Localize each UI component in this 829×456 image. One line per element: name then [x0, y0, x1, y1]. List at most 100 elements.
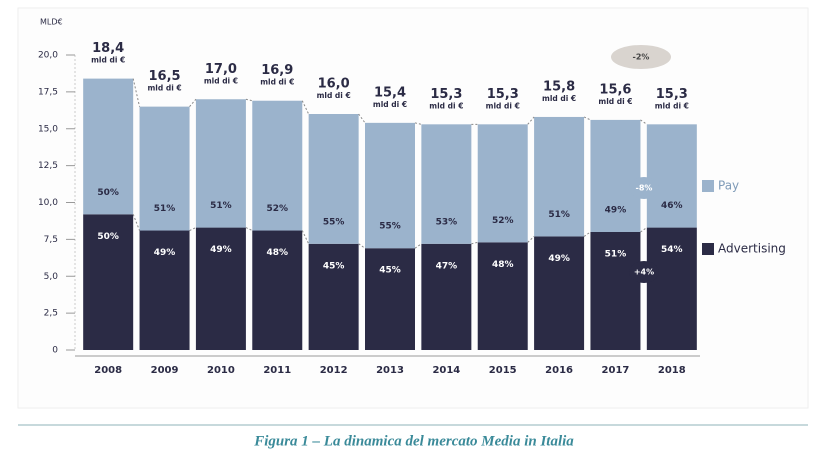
annotation-badge [629, 177, 659, 199]
annotation-badge [611, 45, 671, 69]
x-tick-label: 2012 [320, 365, 348, 376]
bar-segment [590, 119, 641, 232]
bar-segment [421, 124, 472, 244]
share-label: 54% [661, 245, 683, 255]
bar-segment [195, 99, 246, 228]
connector [189, 98, 197, 107]
bar-segment [646, 124, 697, 228]
share-label: 51% [154, 204, 176, 214]
y-tick-label: 15,0 [38, 124, 58, 134]
y-unit-label: MLD€ [40, 18, 63, 27]
bar-segment [534, 116, 585, 237]
total-label: 17,0 [205, 62, 237, 77]
x-tick-label: 2018 [658, 365, 686, 376]
y-tick-label: 10,0 [38, 198, 58, 208]
connector [245, 98, 253, 102]
x-tick-label: 2008 [94, 365, 122, 376]
bar-segment [477, 242, 528, 350]
bar-segment [308, 114, 359, 244]
connector [640, 119, 648, 125]
connector [527, 116, 535, 125]
total-label: 15,4 [374, 85, 406, 100]
x-tick-label: 2010 [207, 365, 235, 376]
total-unit: mld di € [655, 101, 689, 110]
total-unit: mld di € [204, 76, 238, 85]
share-label: 51% [548, 210, 570, 220]
share-label: 49% [210, 245, 232, 255]
total-label: 15,6 [599, 82, 631, 97]
connector [358, 113, 366, 124]
share-label: 45% [379, 266, 401, 276]
bar-segment [139, 230, 190, 350]
x-tick-label: 2015 [489, 365, 517, 376]
bar-segment [365, 122, 415, 249]
total-unit: mld di € [542, 94, 576, 103]
share-label: 52% [492, 216, 514, 226]
share-label: 47% [436, 261, 458, 271]
legend-label: Advertising [718, 242, 786, 256]
total-unit: mld di € [373, 100, 407, 109]
annotation: -8% [636, 184, 653, 193]
total-label: 15,3 [656, 87, 688, 102]
share-label: 48% [492, 260, 514, 270]
share-label: 49% [548, 254, 570, 264]
share-label: 51% [210, 201, 232, 211]
total-label: 16,9 [261, 63, 293, 78]
total-unit: mld di € [260, 78, 294, 87]
share-label: 50% [97, 188, 119, 198]
legend-swatch [702, 243, 714, 255]
share-label: 50% [97, 232, 119, 242]
total-label: 16,5 [149, 69, 181, 84]
x-tick-label: 2011 [263, 365, 291, 376]
total-label: 16,0 [318, 77, 350, 92]
bar-segment [646, 227, 697, 350]
total-unit: mld di € [317, 91, 351, 100]
bar-segment [139, 106, 190, 231]
connector [189, 227, 197, 231]
bar-segment [534, 236, 585, 350]
y-tick-label: 12,5 [38, 161, 58, 171]
y-tick-label: 20,0 [38, 51, 58, 61]
total-label: 15,3 [487, 87, 519, 102]
bar-segment [365, 248, 415, 350]
total-label: 15,3 [430, 87, 462, 102]
bar-segment [308, 243, 359, 350]
connector [583, 231, 591, 237]
connector [414, 122, 422, 125]
total-label: 15,8 [543, 79, 575, 94]
x-tick-label: 2016 [545, 365, 573, 376]
y-tick-label: 5,0 [44, 272, 59, 282]
total-unit: mld di € [486, 101, 520, 110]
total-label: 18,4 [92, 41, 124, 56]
y-tick-label: 7,5 [44, 235, 58, 245]
share-label: 49% [605, 206, 627, 216]
annotation-badge [629, 261, 659, 283]
connector [640, 227, 648, 233]
connector [301, 100, 310, 115]
x-tick-label: 2017 [602, 365, 630, 376]
share-label: 55% [323, 217, 345, 227]
share-label: 45% [323, 261, 345, 271]
caption: Figura 1 – La dinamica del mercato Media… [253, 433, 574, 449]
bar-segment [252, 230, 303, 350]
connector [583, 116, 591, 121]
connector [245, 227, 253, 231]
bar-segment [477, 124, 528, 243]
x-tick-label: 2014 [432, 365, 460, 376]
bar-segment [195, 227, 246, 350]
bar-segment [421, 243, 472, 350]
bar-segment [252, 100, 303, 231]
total-unit: mld di € [429, 101, 463, 110]
share-label: 48% [266, 248, 288, 258]
share-label: 52% [266, 204, 288, 214]
connector [527, 236, 535, 243]
legend-swatch [702, 180, 714, 192]
bar-segment [83, 214, 134, 350]
y-tick-label: 0 [52, 346, 58, 356]
connector [358, 243, 366, 249]
total-unit: mld di € [598, 97, 632, 106]
legend-label: Pay [718, 179, 739, 193]
annotation: -2% [633, 53, 650, 62]
